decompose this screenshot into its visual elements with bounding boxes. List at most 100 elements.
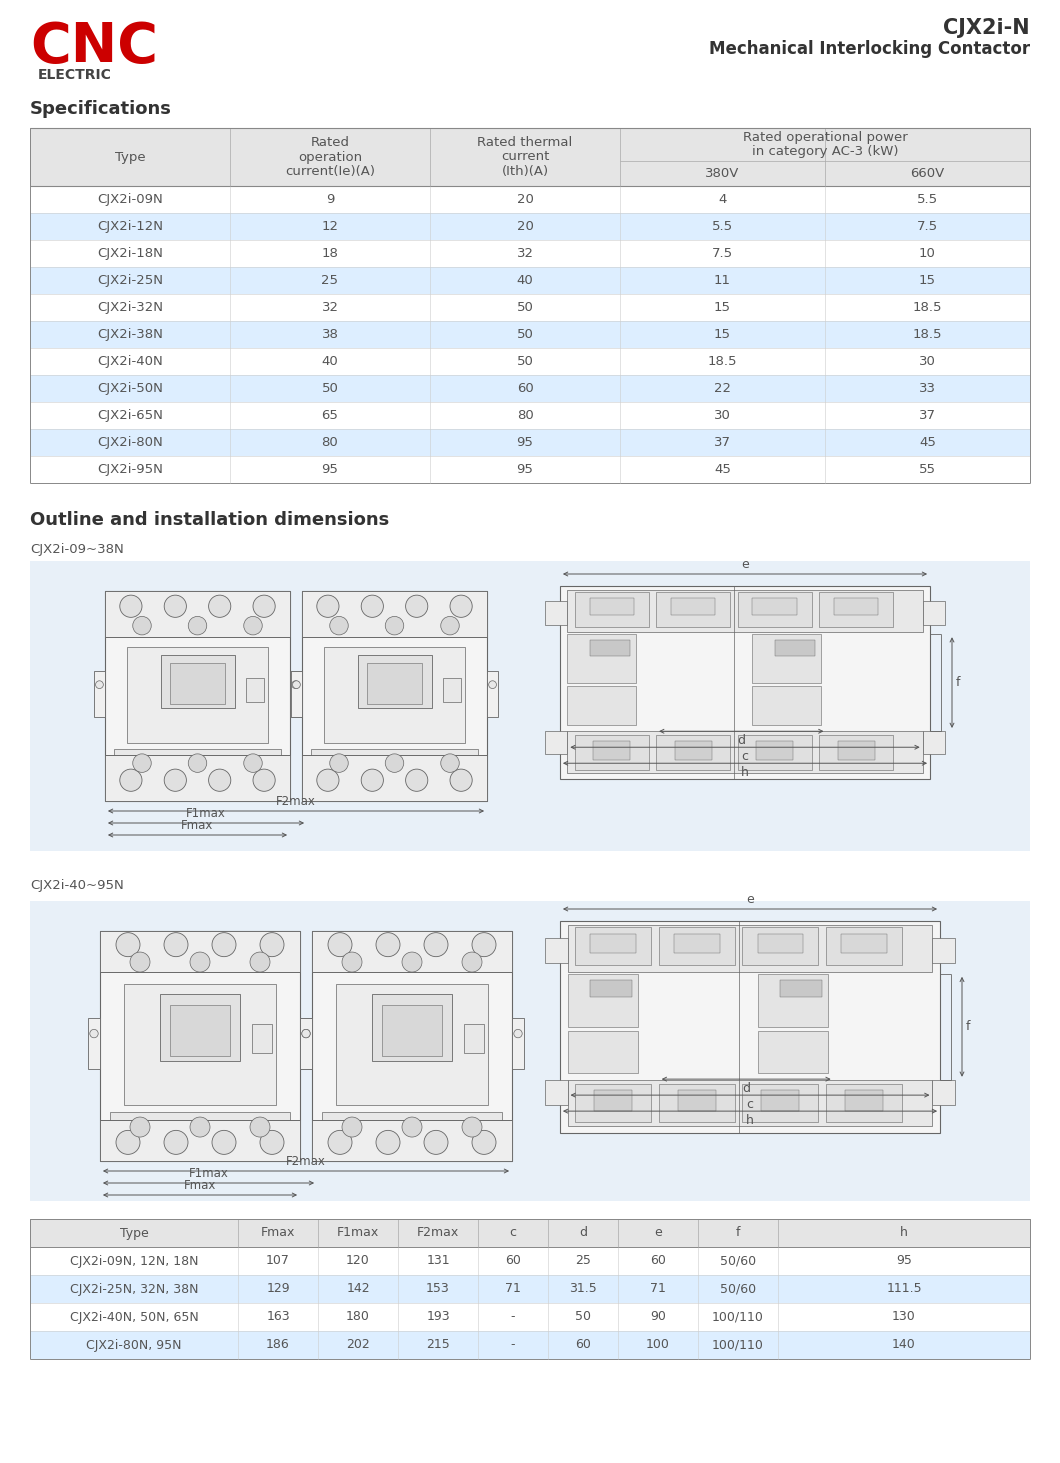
Bar <box>677 1090 716 1112</box>
Text: 7.5: 7.5 <box>712 247 734 260</box>
Circle shape <box>209 770 231 791</box>
Bar <box>114 749 281 758</box>
Text: 9: 9 <box>325 193 334 206</box>
Text: f: f <box>736 1226 740 1239</box>
Text: 95: 95 <box>516 436 533 449</box>
Text: 80: 80 <box>321 436 338 449</box>
Text: 40: 40 <box>321 356 338 369</box>
Text: F1max: F1max <box>189 1167 229 1181</box>
Circle shape <box>342 952 363 971</box>
Circle shape <box>441 616 459 635</box>
Bar <box>826 1084 902 1122</box>
Circle shape <box>212 932 236 957</box>
Bar <box>738 734 812 770</box>
Text: 80: 80 <box>516 410 533 421</box>
Bar <box>322 1112 502 1124</box>
Text: 50: 50 <box>516 356 533 369</box>
Text: CJX2i-80N, 95N: CJX2i-80N, 95N <box>86 1339 181 1352</box>
Text: 4: 4 <box>719 193 727 206</box>
Text: 5.5: 5.5 <box>712 219 734 233</box>
Text: 37: 37 <box>919 410 936 421</box>
Bar <box>545 732 567 753</box>
Text: 50/60: 50/60 <box>720 1254 756 1267</box>
Text: Outline and installation dimensions: Outline and installation dimensions <box>30 511 389 530</box>
Text: 30: 30 <box>919 356 936 369</box>
Text: CJX2i-25N: CJX2i-25N <box>98 274 163 287</box>
Text: Specifications: Specifications <box>30 99 172 119</box>
Bar <box>576 1084 651 1122</box>
Circle shape <box>189 753 207 772</box>
Text: 107: 107 <box>266 1254 290 1267</box>
Bar <box>567 1031 638 1074</box>
Bar <box>312 1119 512 1162</box>
Bar <box>738 593 812 626</box>
Bar <box>842 933 887 952</box>
Bar <box>589 597 634 614</box>
Text: 32: 32 <box>321 301 338 315</box>
Bar <box>312 930 512 1162</box>
Circle shape <box>190 952 210 971</box>
Bar <box>567 635 636 683</box>
Text: 153: 153 <box>426 1283 449 1296</box>
Bar <box>576 928 651 966</box>
Circle shape <box>376 1131 400 1154</box>
Circle shape <box>253 595 276 617</box>
Bar <box>105 755 290 802</box>
Bar <box>922 732 944 753</box>
Text: 50: 50 <box>575 1311 591 1324</box>
Text: d: d <box>738 734 745 748</box>
Bar <box>160 655 234 708</box>
Circle shape <box>402 1118 422 1137</box>
Text: 55: 55 <box>919 462 936 475</box>
Circle shape <box>253 770 276 791</box>
Text: c: c <box>510 1226 516 1239</box>
Bar <box>30 456 1030 483</box>
Text: 32: 32 <box>516 247 533 260</box>
Text: CJX2i-32N: CJX2i-32N <box>98 301 163 315</box>
Bar <box>560 587 930 780</box>
Text: CJX2i-25N, 32N, 38N: CJX2i-25N, 32N, 38N <box>70 1283 198 1296</box>
Bar <box>567 974 638 1027</box>
Bar <box>659 1084 735 1122</box>
Circle shape <box>95 680 103 689</box>
Bar <box>252 1024 272 1053</box>
Text: F2max: F2max <box>417 1226 459 1239</box>
Circle shape <box>212 1131 236 1154</box>
Bar <box>758 933 803 952</box>
Text: f: f <box>966 1020 971 1033</box>
Bar <box>671 597 716 614</box>
Circle shape <box>250 952 270 971</box>
Bar <box>590 980 632 998</box>
Bar <box>656 734 730 770</box>
Bar <box>160 995 240 1061</box>
Text: -: - <box>511 1311 515 1324</box>
Text: Fmax: Fmax <box>183 1179 216 1192</box>
Circle shape <box>472 1131 496 1154</box>
Circle shape <box>260 932 284 957</box>
Bar <box>312 930 512 973</box>
Bar <box>324 647 464 743</box>
Bar <box>367 663 422 704</box>
Circle shape <box>424 1131 448 1154</box>
Circle shape <box>385 753 404 772</box>
Bar <box>545 1080 567 1105</box>
Text: 40: 40 <box>516 274 533 287</box>
Bar <box>922 601 944 625</box>
Text: 18.5: 18.5 <box>708 356 738 369</box>
Circle shape <box>385 616 404 635</box>
Text: CJX2i-95N: CJX2i-95N <box>98 462 163 475</box>
Text: 202: 202 <box>347 1339 370 1352</box>
Text: 12: 12 <box>321 219 338 233</box>
Bar <box>300 1018 312 1069</box>
Bar <box>512 1018 524 1069</box>
Bar <box>758 1031 828 1074</box>
Bar <box>567 590 922 632</box>
Bar <box>826 928 902 966</box>
Bar <box>674 933 720 952</box>
Bar <box>30 240 1030 268</box>
Text: 20: 20 <box>516 219 533 233</box>
Circle shape <box>514 1030 523 1037</box>
Circle shape <box>292 680 299 689</box>
Text: 38: 38 <box>321 328 338 341</box>
Text: 50/60: 50/60 <box>720 1283 756 1296</box>
